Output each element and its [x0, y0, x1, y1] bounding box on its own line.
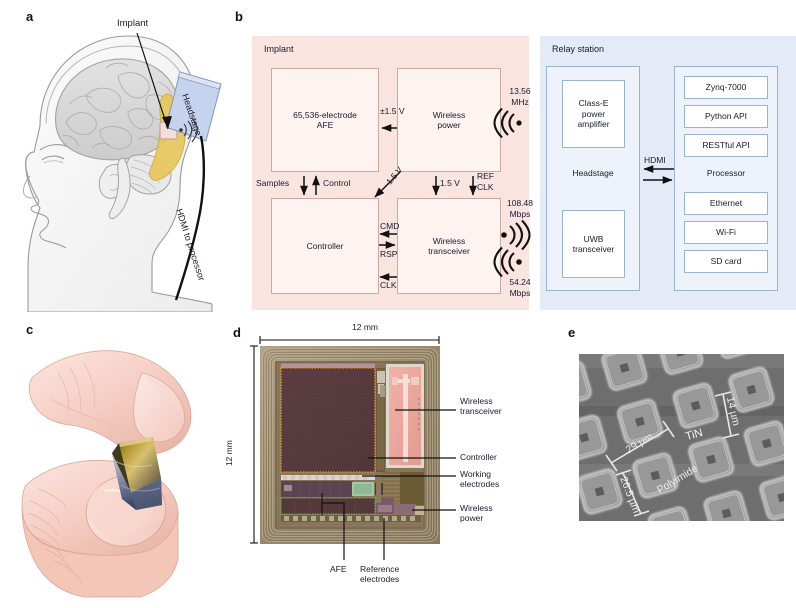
processor-item-zynq-7000: Zynq-7000	[684, 76, 768, 99]
downlink-rate-line2: Mbps	[509, 288, 531, 298]
panel-letter-d: d	[233, 325, 241, 340]
implant-label-a: Implant	[117, 18, 149, 29]
panel-d: d 12 mm 12 mm	[224, 318, 565, 603]
wireless-power-line2: power	[437, 120, 461, 130]
wireless-power-line1: Wireless	[432, 109, 466, 120]
sem-label-tin: TiN	[684, 427, 704, 443]
processor-item-sd-card: SD card	[684, 250, 768, 273]
panel-b: b Implant Relay station 65,536-electrode…	[232, 0, 796, 315]
headstage-label: Headstage	[572, 168, 614, 178]
rf-power-antenna-icon	[493, 108, 522, 138]
processor-item-zynq-7000-label: Zynq-7000	[705, 82, 747, 93]
wireless-power-block: Wireless power	[397, 68, 501, 172]
panel-letter-b: b	[235, 9, 243, 24]
class-e-line2: power	[581, 108, 606, 119]
wireless-transceiver-line2: transceiver	[428, 246, 470, 256]
label-working-electrodes-l2: electrodes	[460, 479, 500, 490]
implant-region-title: Implant	[264, 44, 294, 54]
die-leader-lines	[321, 409, 456, 560]
uwb-line2: transceiver	[572, 244, 615, 254]
wireless-transceiver-block: Wireless transceiver	[397, 198, 501, 294]
uwb-uplink-antenna-icon	[501, 220, 531, 251]
die-dimension-bars	[250, 336, 440, 544]
label-wireless-transceiver: Wireless transceiver	[460, 396, 502, 417]
label-controller: Controller	[460, 452, 497, 462]
panel-letter-e: e	[568, 325, 576, 340]
processor-item-restful-api: RESTful API	[684, 134, 768, 157]
hdmi-cable-label-a: HDMI to processor	[174, 208, 207, 282]
label-reference-electrodes-l2: electrodes	[360, 574, 400, 585]
label-wireless-power-l1: Wireless	[460, 503, 493, 513]
panel-letter-a: a	[26, 9, 34, 24]
label-wireless-transceiver-l1: Wireless	[460, 396, 493, 406]
wireless-transceiver-line1: Wireless	[432, 235, 466, 246]
label-working-electrodes-l1: Working	[460, 469, 492, 479]
uwb-downlink-antenna-icon	[493, 246, 522, 278]
panel-a: a	[0, 0, 235, 312]
hdmi-label: HDMI	[644, 155, 666, 165]
class-e-line1: Class-E	[578, 98, 609, 109]
processor-item-restful-api-label: RESTful API	[702, 140, 750, 151]
uplink-rate-line1: 108.48	[507, 198, 533, 208]
processor-item-python-api-label: Python API	[704, 111, 748, 122]
die-image	[260, 346, 440, 544]
control-label: Control	[323, 178, 351, 188]
processor-item-ethernet: Ethernet	[684, 192, 768, 215]
afe-label-line2: AFE	[316, 120, 334, 130]
sem-image: 29 µm 14 µm 26.5 µm TiN Polyimide	[579, 354, 784, 521]
uplink-rate-line2: Mbps	[509, 209, 531, 219]
rf-power-rate-line1: 13.56	[509, 86, 531, 96]
label-wireless-transceiver-l2: transceiver	[460, 406, 502, 417]
processor-item-ethernet-label: Ethernet	[709, 198, 743, 209]
label-wireless-power: Wireless power	[460, 503, 493, 524]
cmd-label: CMD	[380, 221, 400, 231]
processor-item-wifi-label: Wi-Fi	[716, 227, 736, 238]
processor-item-wifi: Wi-Fi	[684, 221, 768, 244]
downlink-rate-line1: 54.24	[509, 277, 531, 287]
uwb-transceiver-block: UWB transceiver	[562, 210, 625, 278]
rsp-label: RSP	[380, 249, 398, 259]
class-e-line3: amplifier	[577, 119, 610, 130]
hdmi-arrow-layer	[643, 165, 674, 184]
label-wireless-power-l2: power	[460, 513, 484, 524]
uwb-line1: UWB	[583, 233, 604, 244]
panel-letter-c: c	[26, 322, 34, 337]
processor-item-python-api: Python API	[684, 105, 768, 128]
afe-label-line1: 65,536-electrode	[293, 109, 357, 120]
implant-arrow-layer	[300, 124, 477, 281]
samples-label: Samples	[256, 178, 290, 188]
controller-label: Controller	[306, 240, 344, 251]
label-reference-electrodes-l1: Reference	[360, 564, 400, 574]
ref-clk-label-line1: REF	[477, 171, 494, 181]
class-e-amplifier-block: Class-E power amplifier	[562, 80, 625, 148]
die-dim-top: 12 mm	[352, 322, 378, 332]
label-reference-electrodes: Reference electrodes	[360, 564, 399, 585]
fingertip-photo	[21, 350, 192, 598]
relay-region-title: Relay station	[552, 44, 605, 54]
panel-c: c	[0, 315, 235, 603]
label-afe: AFE	[330, 564, 347, 574]
supply-rail-label: ±1.5 V	[380, 106, 405, 116]
processor-label: Processor	[706, 168, 746, 178]
rail-15v-label: 1.5 V	[440, 178, 460, 188]
rf-power-rate-line2: MHz	[511, 97, 529, 107]
ref-clk-label-line2: CLK	[477, 182, 494, 192]
afe-block: 65,536-electrode AFE	[271, 68, 379, 172]
clk-label: CLK	[380, 280, 397, 290]
head-illustration: Headstage Implant HDMI to processor	[23, 18, 222, 312]
panel-e: e	[566, 318, 796, 603]
processor-item-sd-card-label: SD card	[710, 256, 742, 267]
label-working-electrodes: Working electrodes	[460, 469, 499, 490]
controller-block: Controller	[271, 198, 379, 294]
